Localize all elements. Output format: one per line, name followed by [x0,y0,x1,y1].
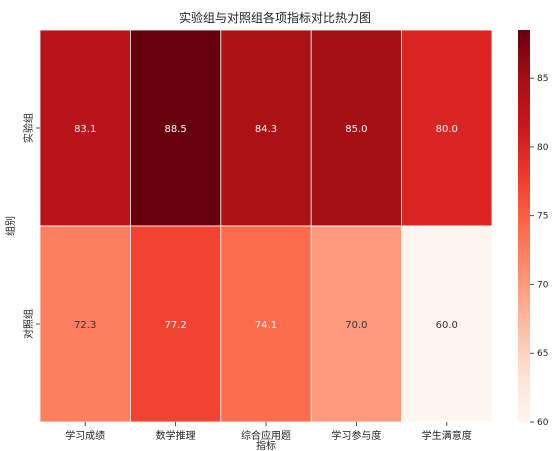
heatmap-cell-labels: 83.1 88.5 84.3 85.0 80.0 72.3 77.2 74.1 70.0 60.0 [74,124,458,331]
colorbar-tick-label: 65 [537,349,548,359]
x-tick-label: 学习参与度 [331,429,381,442]
colorbar-tick-label: 80 [537,143,549,153]
cell-value-label: 83.1 [74,124,96,135]
cell-value-label: 80.0 [436,124,458,135]
heatmap-cell [220,225,312,423]
x-tick-labels: 学习成绩 数学推理 综合应用题 学习参与度 学生满意度 [65,422,472,442]
cell-value-label: 84.3 [255,124,277,135]
cell-value-label: 77.2 [164,320,186,331]
colorbar [518,30,530,422]
cell-value-label: 60.0 [436,320,458,331]
heatmap-cells [39,29,493,423]
colorbar-tick-label: 75 [537,212,548,222]
y-tick-label: 对照组 [22,309,35,339]
x-tick-label: 数学推理 [156,429,196,442]
heatmap-cell [39,29,131,227]
y-axis-label: 组别 [4,216,17,236]
cell-value-label: 72.3 [74,320,96,331]
colorbar-tick-label: 85 [537,74,548,84]
colorbar-ticks: 60 65 70 75 80 85 [530,74,549,428]
heatmap-cell [129,225,222,423]
y-tick-label: 实验组 [22,113,35,143]
cell-value-label: 74.1 [255,320,277,331]
cell-value-label: 88.5 [164,124,186,135]
heatmap-cell [401,29,493,227]
x-tick-label: 综合应用题 [241,429,291,442]
x-axis-label: 指标 [256,439,276,451]
heatmap-cell [39,225,131,423]
x-tick-label: 学生满意度 [422,429,472,442]
heatmap-cell [310,29,403,227]
x-tick-label: 学习成绩 [65,429,105,442]
colorbar-tick-label: 70 [537,280,549,290]
heatmap-cell [220,29,312,227]
colorbar-tick-label: 60 [537,418,549,428]
heatmap-cell [129,29,222,227]
cell-value-label: 70.0 [345,320,367,331]
chart-title: 实验组与对照组各项指标对比热力图 [179,10,371,25]
cell-value-label: 85.0 [345,124,367,135]
heatmap-cell [401,225,493,423]
